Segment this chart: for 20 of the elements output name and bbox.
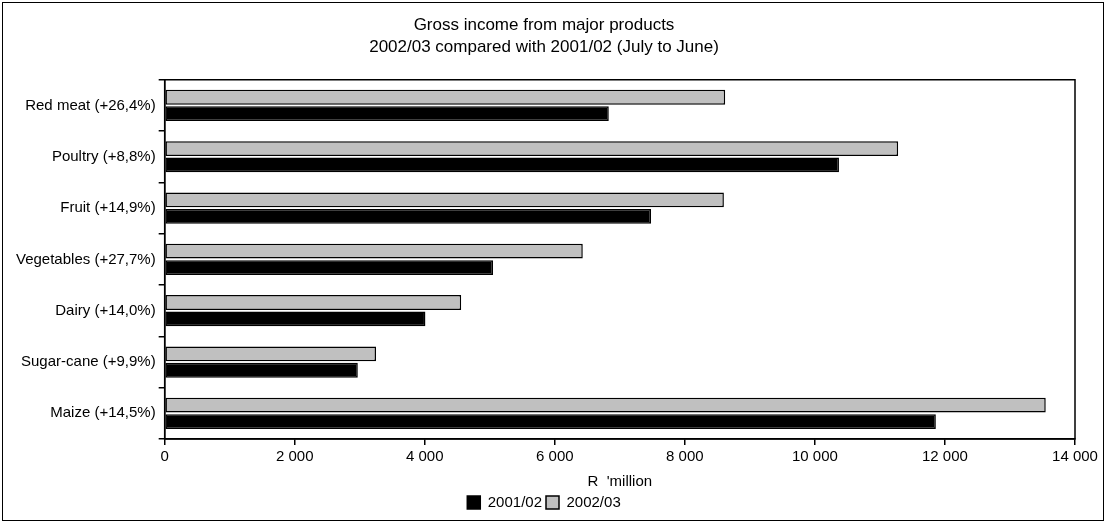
y-tick-label: Vegetables (+27,7%) bbox=[15, 249, 156, 267]
y-tick-label: Red meat (+26,4%) bbox=[25, 95, 156, 113]
x-tick-label: 4 000 bbox=[406, 447, 444, 465]
x-tick-label: 10 000 bbox=[791, 447, 838, 465]
chart-subtitle: 2002/03 compared with 2001/02 (July to June) bbox=[369, 37, 719, 57]
legend-label: 2001/02 bbox=[487, 492, 543, 510]
y-tick-label: Dairy (+14,0%) bbox=[55, 300, 156, 318]
y-tick-label: Poultry (+8,8%) bbox=[51, 146, 156, 164]
x-tick-label: 6 000 bbox=[536, 447, 574, 465]
legend-label: 2002/03 bbox=[566, 492, 621, 510]
x-tick-label: 14 000 bbox=[1052, 447, 1098, 465]
y-tick-label: Fruit (+14,9%) bbox=[60, 198, 156, 216]
x-tick-label: 2 000 bbox=[275, 447, 314, 465]
x-tick-label: 0 bbox=[160, 447, 169, 465]
x-tick-label: 12 000 bbox=[922, 447, 968, 465]
y-tick-label: Maize (+14,5%) bbox=[50, 403, 156, 421]
x-axis-title: R 'million bbox=[587, 472, 653, 490]
chart-title: Gross income from major products bbox=[413, 14, 675, 34]
y-tick-label: Sugar-cane (+9,9%) bbox=[21, 352, 156, 370]
x-tick-label: 8 000 bbox=[666, 447, 704, 465]
